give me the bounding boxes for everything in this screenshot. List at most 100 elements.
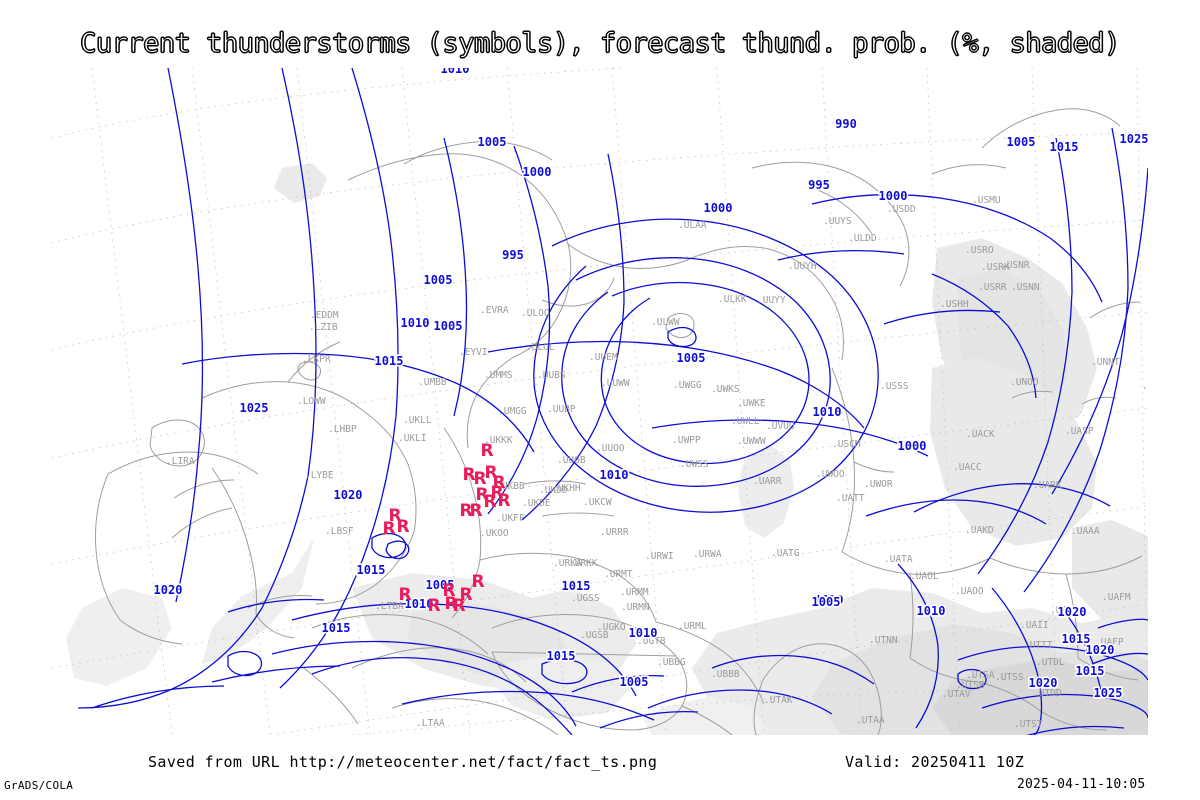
- isobar-layer: [77, 68, 1148, 735]
- station-label: .UASP: [1065, 426, 1094, 437]
- isobar-label: 1020: [334, 488, 363, 502]
- isobar-label: 1025: [240, 401, 269, 415]
- station-label: .UKOO: [480, 528, 509, 539]
- saved-from-url-text: Saved from URL http://meteocenter.net/fa…: [148, 753, 658, 771]
- isobar-label-layer: 1010 1005 1000 995 1005 1005 1010 1015 1005 1000 9…: [152, 68, 1148, 702]
- isobar-label: 1020: [1058, 605, 1087, 619]
- station-label: .USDD: [887, 204, 916, 215]
- thunderstorm-symbol: R: [382, 519, 395, 539]
- isobar-label: 1015: [357, 563, 386, 577]
- station-label: .URMN: [621, 602, 650, 613]
- isobar-label: 1005: [620, 675, 649, 689]
- weather-map[interactable]: .ULOO .EVRA .ULOL .EYVI .UMMS .UMBB .UMGG .UUBS…: [52, 68, 1148, 735]
- station-label: .UATA: [884, 554, 913, 565]
- station-label: .UUYS: [823, 216, 852, 227]
- station-label: .UUWW: [601, 378, 630, 389]
- station-label: .UUYH: [788, 261, 817, 272]
- generation-timestamp: 2025-04-11-10:05: [1017, 777, 1146, 792]
- isobar-label: 1015: [1062, 632, 1091, 646]
- station-label: .UNBB: [1142, 381, 1148, 392]
- station-label: .USNN: [1011, 282, 1040, 293]
- station-label: .UWOR: [864, 479, 893, 490]
- coastline-layer: [95, 108, 1143, 735]
- isobar-label: 1010: [401, 316, 430, 330]
- station-label: .UAKD: [965, 525, 994, 536]
- station-label: .UAFM: [1102, 592, 1131, 603]
- station-label: .UWKS: [711, 384, 740, 395]
- thunderstorm-symbol: R: [388, 506, 401, 526]
- isobar-label: 1015: [375, 354, 404, 368]
- isobar-label: 1020: [815, 593, 844, 607]
- station-label: .UWPP: [672, 435, 701, 446]
- station-label: .UWSS: [680, 459, 709, 470]
- station-label: .UTDD: [1033, 688, 1062, 699]
- isobar-label: 1020: [1029, 676, 1058, 690]
- station-label: .UTSB: [956, 680, 985, 691]
- thunderstorm-symbol: R: [492, 473, 505, 493]
- station-label: .UMMS: [484, 370, 513, 381]
- station-label: .UGKO: [597, 622, 626, 633]
- thunderstorm-symbol: R: [442, 581, 455, 601]
- station-label: .URML: [678, 621, 707, 632]
- station-label: .UTAA: [856, 715, 885, 726]
- station-label: .UARK: [1033, 480, 1062, 491]
- station-label: .LBSF: [325, 526, 354, 537]
- station-label: .UACC: [953, 462, 982, 473]
- station-label: .URWI: [645, 551, 674, 562]
- isobar-label: 1005: [1007, 135, 1036, 149]
- isobar-label: 995: [502, 248, 524, 262]
- station-label: .UGSS: [571, 593, 600, 604]
- isobar-label: 990: [835, 117, 857, 131]
- station-label: .LTBA: [375, 601, 404, 612]
- station-label: .ULWW: [651, 317, 680, 328]
- thunderstorm-symbol: R: [462, 465, 475, 485]
- isobar-label: 1015: [1050, 140, 1079, 154]
- isobar-label: 1005: [677, 351, 706, 365]
- station-label: .UTAK: [764, 695, 793, 706]
- thunderstorm-symbol: R: [480, 441, 493, 461]
- thunderstorm-symbol: R: [497, 491, 510, 511]
- station-label: .UKDE: [522, 498, 551, 509]
- thunderstorm-symbol: R: [459, 585, 472, 605]
- station-label: .UUBS: [537, 370, 566, 381]
- station-label: .UWLL: [731, 416, 760, 427]
- thunderstorm-symbol: R: [483, 492, 496, 512]
- thunderstorm-symbol: R: [471, 572, 484, 592]
- station-label: .USCM: [832, 439, 861, 450]
- valid-time-text: Valid: 20250411 10Z: [845, 753, 1025, 771]
- station-label: .UAOO: [955, 586, 984, 597]
- thunderstorm-symbol: R: [452, 596, 465, 616]
- station-label: .UKLL: [403, 415, 432, 426]
- station-label: .URMT: [604, 569, 633, 580]
- producer-label: GrADS/COLA: [4, 779, 74, 792]
- station-label: .UTST: [1014, 719, 1043, 730]
- station-label: .USRK: [981, 262, 1010, 273]
- station-label: .UKCW: [583, 497, 612, 508]
- station-label: .UTSS: [995, 672, 1024, 683]
- page-title: Current thunderstorms (symbols), forecas…: [80, 28, 1121, 60]
- station-label: .UTAV: [942, 689, 971, 700]
- station-label: .UTTT: [1024, 640, 1053, 651]
- station-label-layer: .ULOO .EVRA .ULOL .EYVI .UMMS .UMBB .UMGG .UUBS…: [166, 195, 1148, 730]
- station-label: .UBBG: [657, 657, 686, 668]
- station-label: .URRR: [600, 527, 629, 538]
- station-label: .LZIB: [309, 322, 338, 333]
- station-label: .UATT: [836, 493, 865, 504]
- station-label: .UKDD: [539, 485, 568, 496]
- station-label: .USNR: [1001, 260, 1030, 271]
- isobar-label: 1010: [813, 405, 842, 419]
- station-label: .UWKE: [737, 398, 766, 409]
- station-label: .UBBB: [711, 669, 740, 680]
- station-label: .UTNN: [869, 635, 898, 646]
- isobar-label: 1000: [879, 189, 908, 203]
- station-label: .UUEM: [589, 352, 618, 363]
- station-label: .ULDD: [848, 233, 877, 244]
- isobar-label: 1010: [629, 626, 658, 640]
- station-label: .URMM: [620, 587, 649, 598]
- station-label: .UARR: [753, 476, 782, 487]
- isobar-label: 1015: [1076, 664, 1105, 678]
- station-label: .URKA: [553, 558, 582, 569]
- thunderstorm-symbol: R: [444, 594, 457, 614]
- station-label: .EVRA: [480, 305, 509, 316]
